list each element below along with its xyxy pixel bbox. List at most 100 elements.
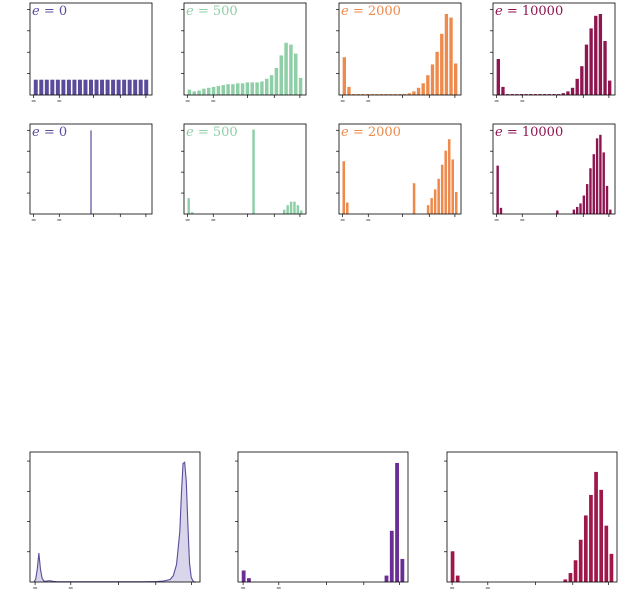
panel-frame [29, 123, 153, 215]
bar [594, 15, 598, 95]
panel-label: e = 10000 [495, 4, 563, 19]
bar [547, 94, 552, 95]
bar [580, 66, 584, 95]
bar [595, 138, 599, 214]
bar [440, 164, 444, 214]
bar [274, 68, 279, 95]
bar [430, 64, 435, 95]
bar [389, 94, 393, 95]
chart-panel-bottom-2 [235, 451, 409, 589]
bar [72, 79, 77, 95]
bar [501, 86, 505, 95]
bar [444, 14, 449, 95]
chart-panel-top-3: e = 2000 [336, 2, 462, 102]
chart-panel-middle-3: e = 2000 [336, 123, 462, 221]
bar [604, 525, 609, 582]
bar [533, 94, 538, 95]
bar [294, 53, 298, 95]
bar [602, 152, 605, 214]
bar [138, 79, 143, 95]
bar [454, 63, 458, 95]
bar [416, 87, 421, 95]
panel-label: e = 500 [186, 4, 238, 19]
bar [289, 44, 293, 95]
bar [579, 203, 582, 214]
bar [226, 84, 230, 95]
bar [83, 79, 88, 95]
bar [269, 75, 274, 95]
bar [250, 82, 254, 95]
bar [202, 88, 206, 95]
bar [589, 28, 593, 95]
bar [450, 551, 455, 582]
bar [116, 79, 121, 95]
bar [496, 59, 500, 95]
panel-frame [237, 451, 409, 583]
panel-frame [492, 123, 616, 215]
bar [556, 94, 561, 95]
bar [144, 79, 149, 95]
bar [241, 570, 246, 582]
bar [519, 94, 524, 95]
bar [255, 82, 259, 95]
bar [252, 129, 255, 214]
bar [505, 94, 510, 95]
bar [296, 205, 300, 214]
chart-panel-top-2: e = 500 [181, 2, 307, 102]
panel-label: e = 500 [186, 125, 238, 140]
chart-panel-bottom-1 [27, 451, 201, 589]
panel-label: e = 2000 [341, 125, 401, 140]
bar [440, 33, 444, 95]
bar [33, 79, 38, 95]
bar [608, 80, 612, 95]
bar [55, 79, 60, 95]
bar [566, 91, 570, 95]
bar [599, 489, 604, 582]
bar [575, 78, 579, 95]
bar [496, 165, 499, 214]
bar [412, 183, 416, 214]
bar [598, 14, 603, 95]
bar [187, 198, 190, 214]
bar [449, 17, 453, 96]
bar [221, 85, 225, 95]
bar [61, 79, 66, 95]
bar [605, 185, 609, 214]
bar [240, 83, 245, 95]
chart-panel-top-1: e = 0 [27, 2, 153, 102]
bar [426, 75, 430, 95]
bar [609, 209, 612, 214]
bar [561, 93, 565, 95]
chart-panel-middle-2: e = 500 [181, 123, 307, 221]
bar [50, 79, 55, 95]
bar [39, 79, 44, 95]
bar [89, 79, 93, 95]
bar [231, 84, 235, 95]
bar [192, 91, 196, 95]
bar [384, 94, 388, 95]
bar [570, 87, 575, 95]
bar [384, 575, 389, 582]
bar [133, 79, 138, 95]
panel-frame [492, 2, 616, 96]
bar [260, 81, 264, 95]
bar [398, 94, 402, 95]
bar [265, 78, 269, 95]
bar [365, 94, 370, 95]
bar [395, 462, 399, 582]
bar [454, 192, 458, 214]
bar [585, 184, 589, 214]
bar [293, 201, 296, 214]
bar [300, 210, 303, 214]
bar [556, 210, 559, 214]
bar [529, 94, 533, 95]
bar [100, 79, 105, 95]
bar [127, 79, 132, 95]
bar [389, 530, 394, 582]
bar [435, 51, 439, 95]
panel-label: e = 2000 [341, 4, 401, 19]
bar [524, 94, 528, 95]
bar [77, 79, 82, 95]
bar [576, 206, 579, 214]
